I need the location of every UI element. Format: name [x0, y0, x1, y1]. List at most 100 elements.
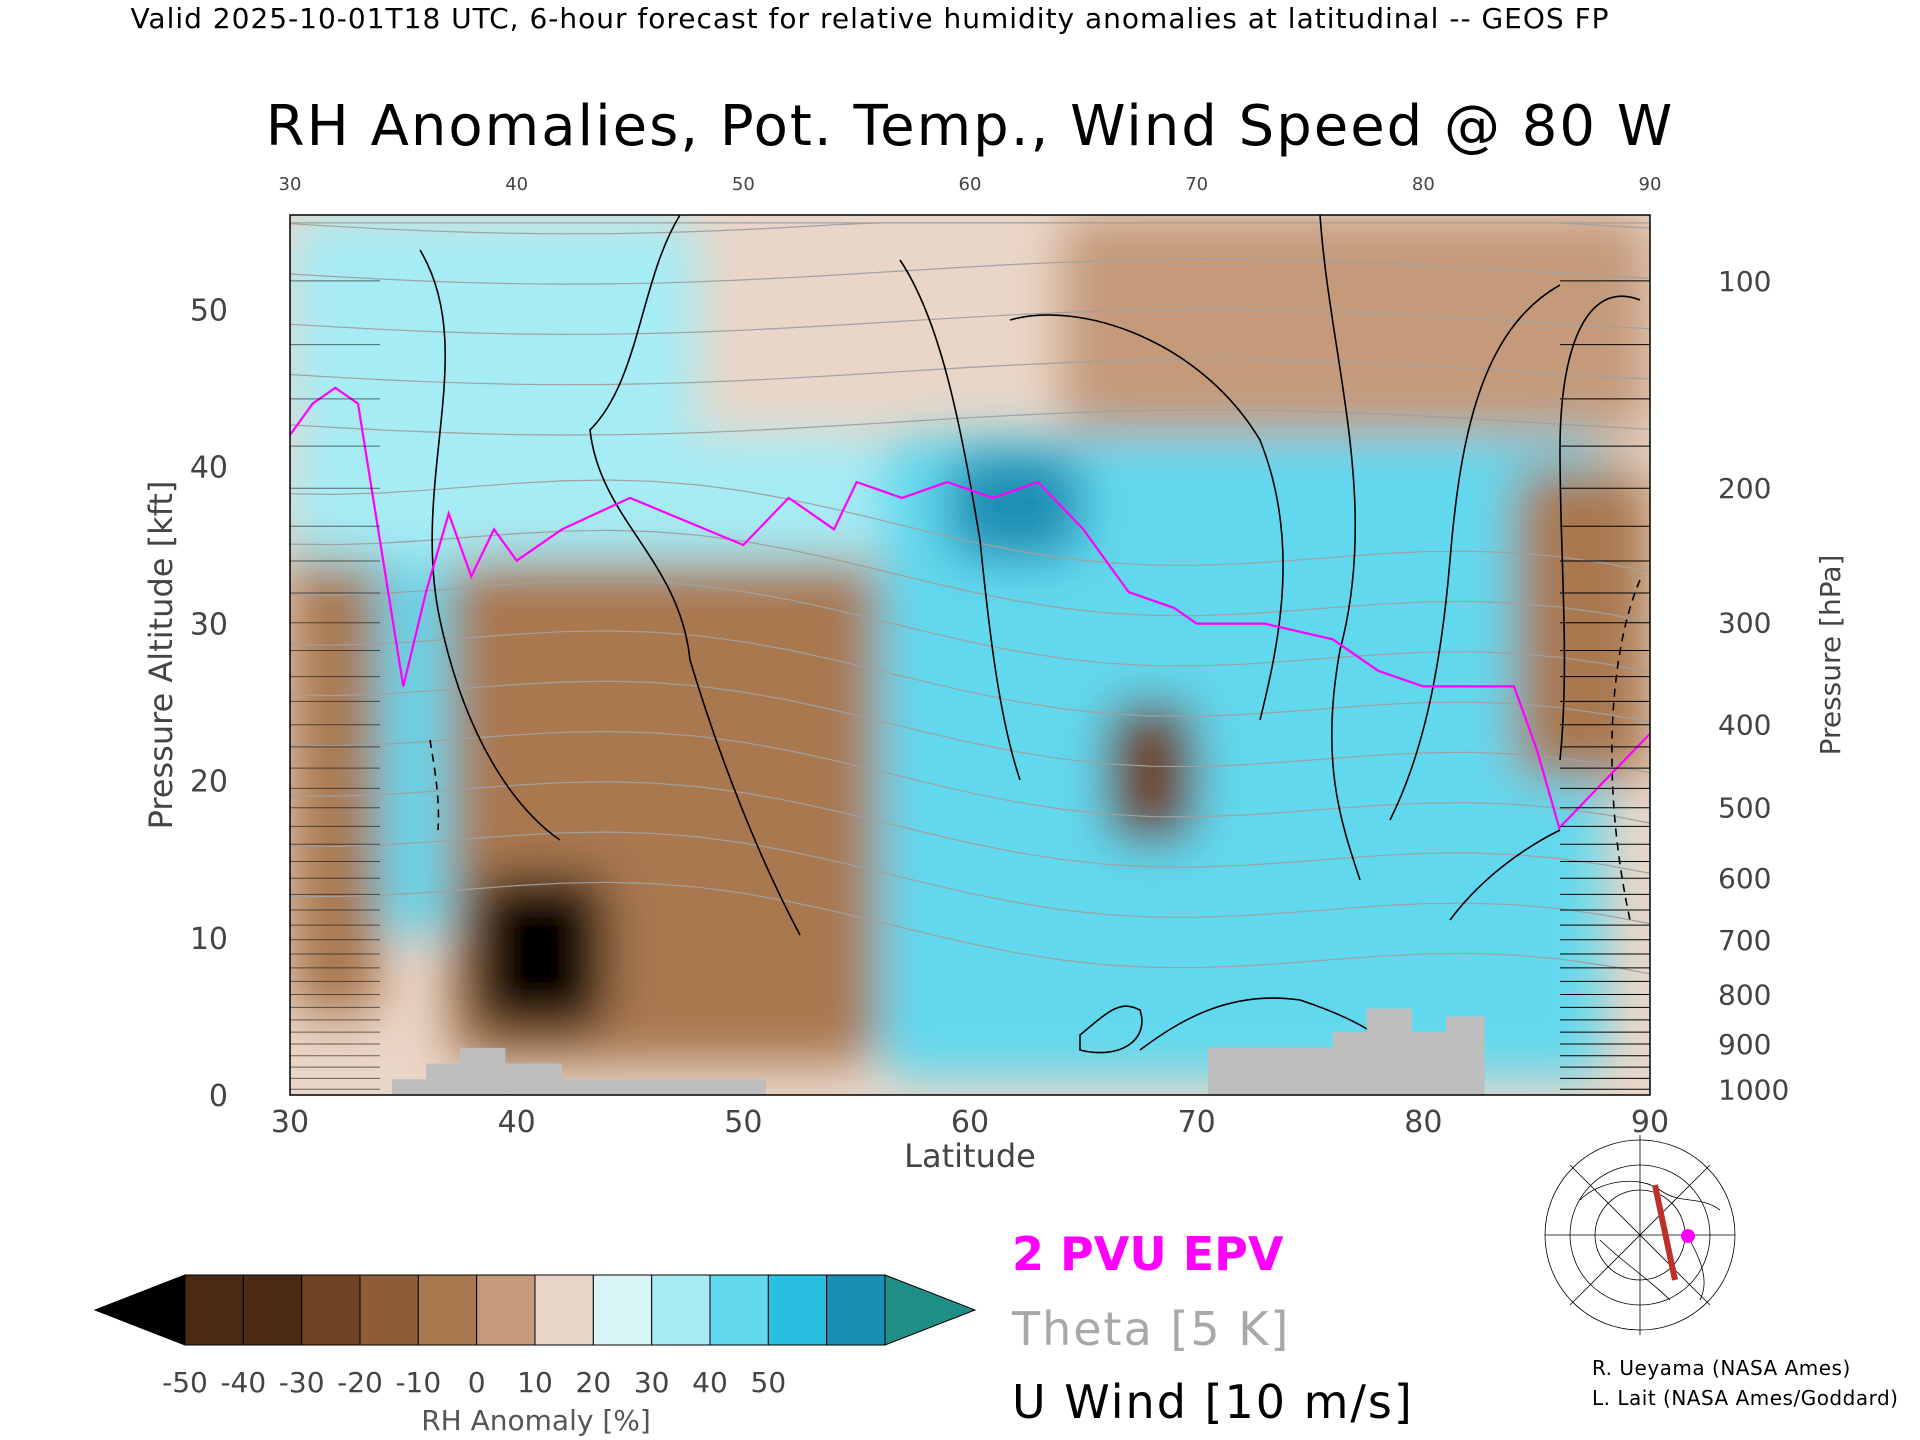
x-tick-label: 40 [498, 1105, 536, 1140]
colorbar-tick-label: -20 [337, 1366, 383, 1399]
x-top-tick-label: 40 [505, 174, 528, 195]
terrain [392, 1008, 1485, 1095]
y-tick-label: 10 [190, 922, 228, 957]
pressure-tick-label: 800 [1718, 979, 1771, 1012]
y-tick-label: 50 [190, 293, 228, 328]
u-wind-contours [419, 215, 1641, 1061]
wind-contour [419, 249, 561, 841]
colorbar-swatch [359, 1274, 419, 1346]
terrain-block [1332, 1032, 1367, 1095]
colorbar-swatch [417, 1274, 478, 1346]
colorbar-swatch [242, 1274, 303, 1346]
theta-contours [290, 222, 1650, 975]
terrain-block [392, 1079, 426, 1095]
colorbar-swatch [184, 1274, 244, 1346]
terrain-block [562, 1079, 766, 1095]
pressure-tick-label: 1000 [1718, 1073, 1789, 1106]
rh-anomaly-cell [947, 450, 1084, 561]
x-top-tick-label: 80 [1412, 174, 1435, 195]
pressure-tick-label: 600 [1718, 862, 1771, 895]
x-tick-label: 50 [724, 1105, 762, 1140]
wind-contour [1319, 215, 1361, 881]
x-top-tick-label: 70 [1185, 174, 1208, 195]
terrain-block [505, 1063, 562, 1095]
colorbar-swatch [592, 1274, 653, 1346]
colorbar-label: RH Anomaly [%] [421, 1404, 651, 1437]
pressure-tick-label: 900 [1718, 1028, 1771, 1061]
x-axis-label: Latitude [904, 1137, 1036, 1175]
cross-section-line [1652, 1184, 1678, 1281]
x-top-tick-label: 90 [1639, 174, 1662, 195]
theta-contour [290, 831, 1650, 925]
colorbar-swatch [767, 1274, 828, 1346]
rh-anomaly-cell [1106, 702, 1197, 844]
theta-contour [290, 479, 1650, 573]
colorbar-swatch [301, 1274, 361, 1346]
terrain-block [1208, 1047, 1333, 1095]
colorbar-tick-label: 30 [634, 1366, 670, 1399]
terrain-block [426, 1063, 460, 1095]
legend-theta: Theta [5 K] [1011, 1302, 1290, 1356]
legend-wind: U Wind [10 m/s] [1012, 1375, 1414, 1429]
theta-contour [290, 409, 1650, 436]
wind-contour [1079, 1005, 1143, 1054]
wind-contour [1009, 314, 1284, 721]
theta-contour [290, 358, 1650, 386]
x-top-tick-label: 60 [959, 174, 982, 195]
terrain-block [1366, 1008, 1412, 1095]
colorbar: -50 -40 -30 -20 -10 0 10 20 30 40 50 [93, 1274, 977, 1399]
locator-marker [1681, 1229, 1695, 1243]
rh-anomaly-cell [290, 215, 698, 435]
colorbar-tick-label: 20 [576, 1366, 612, 1399]
chart-title: RH Anomalies, Pot. Temp., Wind Speed @ 8… [266, 94, 1674, 159]
rh-anomaly-cell [290, 435, 381, 1017]
theta-contour [290, 781, 1650, 874]
terrain-block [1446, 1016, 1485, 1095]
pressure-tick-label: 700 [1718, 924, 1771, 957]
theta-contour [290, 730, 1650, 824]
legend-pv: 2 PVU EPV [1012, 1227, 1284, 1281]
terrain-block [1412, 1032, 1446, 1095]
theta-contour [290, 630, 1650, 723]
colorbar-swatch [826, 1274, 886, 1346]
x-tick-label: 30 [271, 1105, 309, 1140]
y-tick-label: 30 [190, 608, 228, 643]
theta-contour [290, 258, 1650, 285]
colorbar-tick-label: -10 [395, 1366, 441, 1399]
theta-contour [290, 529, 1650, 623]
colorbar-tick-label: 10 [517, 1366, 553, 1399]
colorbar-tick-label: -40 [220, 1366, 266, 1399]
wind-contour [589, 215, 801, 936]
colorbar-under-arrow [93, 1274, 186, 1346]
colorbar-over-arrow [884, 1274, 977, 1346]
x-tick-label: 70 [1178, 1105, 1216, 1140]
x-tick-label: 60 [951, 1105, 989, 1140]
pressure-tick-label: 400 [1718, 709, 1771, 742]
y-axis-label: Pressure Altitude [kft] [142, 481, 180, 830]
theta-contour [290, 308, 1650, 336]
pressure-tick-label: 500 [1718, 792, 1771, 825]
y-tick-label: 40 [190, 450, 228, 485]
wind-contour [1389, 284, 1561, 821]
colorbar-swatch [476, 1274, 536, 1346]
terrain-block [460, 1047, 506, 1095]
y-tick-label: 0 [209, 1079, 228, 1114]
theta-contour [290, 881, 1650, 975]
rh-anomaly-cell [1514, 466, 1650, 781]
theta-contour [290, 579, 1650, 673]
rh-anomaly-cell [290, 435, 880, 561]
wind-contour [429, 739, 440, 831]
credit-line-1: R. Ueyama (NASA Ames) [1592, 1356, 1851, 1380]
pv-2pvu-line [290, 386, 1650, 831]
pressure-tick-label: 200 [1718, 472, 1771, 505]
x-tick-label: 90 [1631, 1105, 1669, 1140]
pressure-tick-label: 300 [1718, 607, 1771, 640]
pressure-tick-label: 100 [1718, 265, 1771, 298]
wind-contour [899, 259, 1021, 781]
y-tick-label: 20 [190, 765, 228, 800]
plot-frame [289, 214, 1651, 1096]
colorbar-tick-label: -50 [162, 1366, 208, 1399]
pressure-ticks [290, 280, 1650, 1090]
x-top-tick-label: 30 [279, 174, 302, 195]
